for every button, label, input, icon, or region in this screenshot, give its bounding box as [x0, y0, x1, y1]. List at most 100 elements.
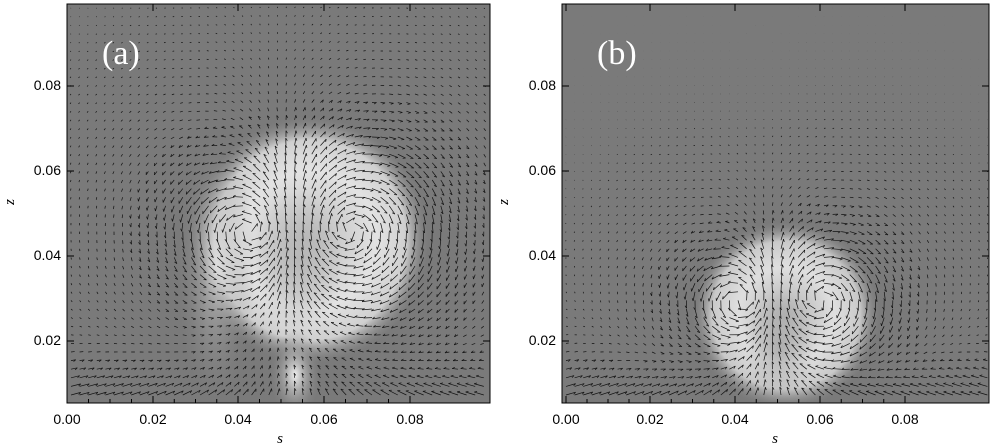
- velocity-arrow: [122, 274, 125, 278]
- velocity-arrow: [320, 66, 323, 69]
- velocity-arrow: [472, 291, 476, 296]
- velocity-arrow-head: [323, 240, 327, 243]
- velocity-arrow: [122, 291, 125, 295]
- velocity-arrow: [692, 205, 696, 207]
- velocity-arrow: [259, 231, 267, 241]
- velocity-arrow-head: [391, 342, 395, 345]
- velocity-arrow-head: [353, 159, 356, 163]
- velocity-arrow-head: [418, 334, 421, 338]
- velocity-arrow: [112, 59, 115, 61]
- velocity-arrow: [186, 171, 192, 176]
- velocity-arrow: [446, 265, 450, 273]
- velocity-arrow: [849, 214, 855, 216]
- velocity-arrow: [397, 171, 407, 178]
- velocity-arrow: [233, 15, 235, 17]
- velocity-arrow-head: [224, 168, 228, 171]
- velocity-arrow-head: [183, 327, 187, 329]
- velocity-arrow: [330, 322, 338, 327]
- velocity-arrow-head: [322, 107, 325, 111]
- velocity-arrow: [156, 325, 161, 329]
- velocity-arrow: [148, 308, 152, 312]
- velocity-arrow: [349, 381, 356, 387]
- velocity-arrow-head: [125, 367, 129, 371]
- velocity-arrow: [182, 240, 185, 249]
- velocity-arrow-head: [280, 273, 282, 277]
- velocity-arrow: [474, 383, 484, 387]
- velocity-arrow: [96, 325, 100, 328]
- velocity-arrow-head: [400, 129, 404, 132]
- velocity-arrow: [633, 214, 636, 217]
- velocity-arrow: [892, 196, 896, 200]
- velocity-arrow-head: [212, 263, 216, 266]
- velocity-arrow: [162, 197, 166, 203]
- velocity-arrow: [259, 66, 261, 69]
- velocity-arrow: [129, 171, 132, 175]
- velocity-arrow-head: [186, 375, 189, 379]
- velocity-arrow: [328, 173, 337, 181]
- velocity-arrow-head: [398, 287, 401, 291]
- velocity-arrow: [137, 76, 140, 79]
- velocity-arrow: [87, 179, 89, 183]
- velocity-arrow-head: [361, 216, 365, 218]
- velocity-arrow: [449, 102, 453, 105]
- velocity-arrow: [328, 260, 338, 267]
- velocity-arrow-head: [144, 375, 147, 379]
- velocity-arrow-head: [399, 112, 403, 114]
- velocity-arrow: [445, 300, 450, 305]
- velocity-arrow-head: [344, 264, 348, 267]
- velocity-arrow: [129, 42, 132, 44]
- velocity-arrow: [926, 214, 930, 217]
- velocity-arrow-head: [164, 244, 167, 247]
- velocity-arrow: [259, 356, 263, 361]
- velocity-arrow: [217, 291, 226, 294]
- velocity-arrow-head: [94, 375, 97, 379]
- velocity-arrow: [129, 67, 132, 70]
- velocity-arrow: [823, 170, 827, 172]
- velocity-arrow: [78, 33, 80, 35]
- velocity-arrow: [667, 162, 670, 164]
- velocity-arrow-head: [233, 185, 236, 188]
- velocity-arrow: [371, 214, 379, 223]
- velocity-arrow-head: [147, 391, 150, 395]
- velocity-arrow: [463, 325, 467, 329]
- velocity-arrow-head: [279, 291, 282, 295]
- velocity-arrow-head: [336, 262, 340, 264]
- velocity-arrow: [216, 231, 219, 242]
- velocity-arrow-head: [184, 270, 187, 273]
- velocity-arrow-head: [307, 265, 311, 268]
- velocity-arrow: [277, 347, 279, 353]
- velocity-arrow-head: [150, 359, 153, 363]
- velocity-arrow: [208, 274, 217, 280]
- velocity-arrow: [199, 325, 205, 328]
- velocity-arrow-head: [333, 132, 336, 136]
- velocity-arrow: [113, 248, 115, 253]
- velocity-arrow: [322, 249, 330, 258]
- velocity-arrow: [317, 373, 321, 378]
- velocity-arrow: [362, 274, 373, 279]
- velocity-arrow: [607, 222, 610, 225]
- velocity-arrow-head: [382, 221, 386, 224]
- velocity-arrow: [436, 343, 441, 346]
- velocity-arrow: [69, 154, 72, 157]
- velocity-arrow: [414, 222, 417, 233]
- velocity-arrow: [641, 179, 644, 182]
- velocity-arrow-head: [247, 305, 250, 309]
- velocity-arrow: [154, 93, 158, 96]
- velocity-arrow: [251, 313, 257, 318]
- velocity-arrow: [328, 66, 332, 69]
- velocity-arrow: [446, 257, 450, 265]
- velocity-arrow: [427, 300, 433, 306]
- velocity-arrow: [174, 382, 183, 387]
- velocity-arrow-head: [147, 259, 151, 263]
- velocity-arrow-head: [851, 206, 855, 208]
- velocity-arrow: [414, 214, 418, 225]
- velocity-arrow-head: [98, 359, 102, 363]
- velocity-arrow-head: [321, 258, 325, 260]
- velocity-arrow-head: [481, 275, 483, 279]
- velocity-arrow: [103, 171, 106, 174]
- velocity-arrow: [191, 257, 197, 266]
- velocity-arrow-head: [409, 326, 412, 329]
- velocity-arrow-head: [450, 374, 454, 377]
- velocity-arrow: [258, 91, 261, 95]
- velocity-arrow-head: [352, 142, 356, 145]
